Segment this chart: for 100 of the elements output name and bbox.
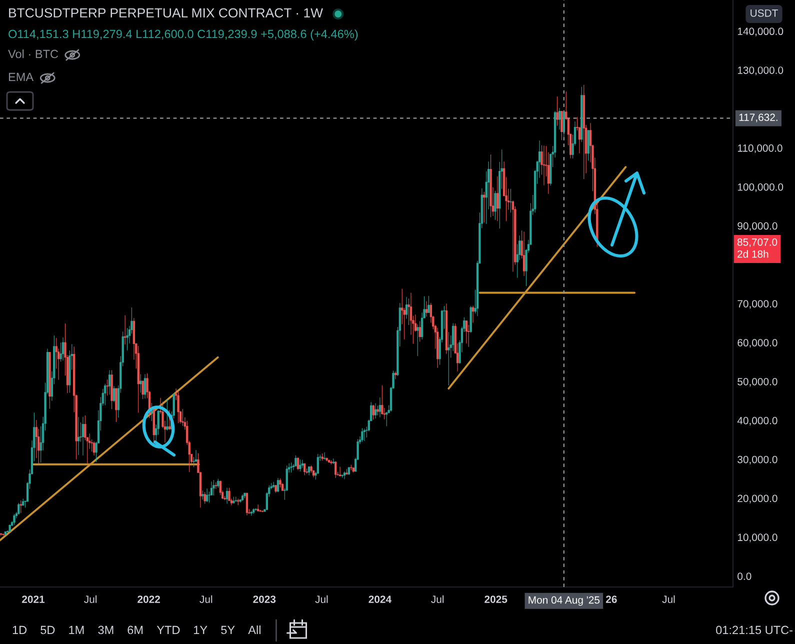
candlestick — [250, 510, 252, 516]
y-tick-label: 40,000.0 — [737, 416, 778, 426]
x-tick-label: Jul — [315, 595, 328, 603]
candlestick — [22, 498, 24, 506]
candlestick — [425, 301, 428, 317]
chart-title: BTCUSDTPERP PERPETUAL MIX CONTRACT · 1W — [9, 8, 323, 18]
x-tick-label: 2021 — [22, 596, 45, 603]
x-tick-label: 2024 — [368, 596, 392, 603]
y-tick-label: 130,000.0 — [738, 66, 784, 76]
candlestick — [144, 374, 146, 399]
y-tick-label: 140,000.0 — [738, 28, 784, 36]
annotation: Vol · BTC — [8, 50, 58, 58]
candlestick — [582, 84, 585, 180]
candlestick — [246, 492, 248, 516]
candlestick — [92, 441, 96, 456]
candlestick — [494, 190, 496, 220]
candlestick — [299, 459, 302, 472]
x-tick-label: Jul — [200, 595, 212, 603]
candlestick — [556, 96, 558, 126]
candlestick — [542, 145, 546, 186]
ref-line-label: Mon 04 Aug '25 — [528, 596, 600, 606]
x-tick-label: 2022 — [138, 596, 160, 603]
x-tick-label: Jul — [662, 595, 675, 603]
candlestick — [8, 524, 11, 532]
y-tick-label: 30,000.0 — [738, 456, 778, 464]
candlestick — [418, 320, 421, 342]
x-tick-label: Jul — [431, 595, 444, 603]
candlestick — [580, 86, 583, 142]
candlestick — [560, 111, 563, 140]
candlestick — [232, 496, 235, 504]
text: O114,151.3 H119,279.4 L112,600.0 C119,239.9 +5,088.6 (+4.46%) — [8, 30, 358, 40]
candlestick — [470, 306, 472, 334]
candlestick — [310, 465, 312, 473]
candlestick — [256, 504, 260, 512]
candlestick — [13, 514, 16, 525]
candlestick — [241, 494, 244, 502]
candlestick — [468, 324, 470, 348]
candlestick — [124, 315, 126, 345]
candlestick — [106, 379, 108, 396]
y-tick-label: 110,000.0 — [738, 144, 782, 154]
candlestick — [490, 154, 492, 218]
candlestick — [152, 406, 155, 444]
candlestick — [363, 428, 366, 442]
y-tick-label: 0.0 — [738, 572, 752, 580]
candlestick — [405, 296, 408, 320]
candlestick — [394, 371, 397, 380]
candlestick — [276, 478, 280, 493]
candlestick — [294, 455, 297, 467]
candlestick — [202, 490, 204, 500]
candlestick — [323, 452, 326, 460]
candlestick — [82, 416, 84, 456]
candlestick — [252, 508, 255, 514]
text: 1D 5D 1M 3M 6M YTD 1Y 5Y All — [12, 625, 260, 634]
ref-line-label: 117,632. — [739, 114, 778, 122]
candlestick — [332, 458, 334, 464]
candlestick — [261, 510, 264, 513]
candlestick — [416, 324, 419, 356]
candlestick — [226, 487, 228, 504]
y-tick-label: 50,000.0 — [738, 378, 778, 387]
candlestick — [512, 200, 514, 272]
candlestick — [352, 467, 354, 473]
candlestick — [326, 457, 328, 462]
candlestick — [510, 188, 512, 213]
candlestick — [204, 492, 206, 504]
x-tick-label: 26 — [606, 596, 617, 603]
candlestick — [338, 466, 342, 477]
candlestick — [206, 488, 208, 502]
candlestick — [558, 108, 561, 130]
candlestick — [108, 370, 111, 395]
candlestick — [330, 460, 332, 465]
candlestick — [254, 508, 257, 511]
candlestick — [126, 328, 128, 351]
candlestick — [308, 466, 310, 476]
x-tick-label: Jul — [84, 595, 97, 603]
candlestick — [4, 531, 6, 536]
candlestick — [304, 463, 306, 476]
candlestick — [445, 303, 448, 354]
x-tick-label: 2025 — [484, 596, 508, 603]
candlestick — [348, 466, 350, 476]
candlestick — [281, 482, 284, 492]
candlestick — [296, 457, 300, 471]
y-tick-label: 100,000.0 — [738, 183, 784, 192]
candlestick — [465, 320, 468, 344]
candlestick — [341, 474, 344, 478]
candlestick — [234, 496, 237, 502]
y-tick-label: 20,000.0 — [738, 494, 778, 504]
y-axis-title: USDT — [750, 9, 778, 17]
candlestick — [562, 112, 565, 138]
candlestick — [137, 346, 140, 413]
y-tick-label: 70,000.0 — [738, 300, 778, 309]
x-tick-label: 2023 — [253, 596, 276, 603]
candlestick — [212, 480, 215, 496]
candlestick — [350, 464, 352, 471]
candlestick — [448, 332, 450, 386]
candlestick — [436, 327, 439, 368]
candlestick — [428, 296, 430, 314]
candlestick — [587, 130, 590, 162]
candlestick — [343, 471, 346, 480]
candlestick — [104, 384, 106, 406]
candlestick — [312, 470, 315, 478]
